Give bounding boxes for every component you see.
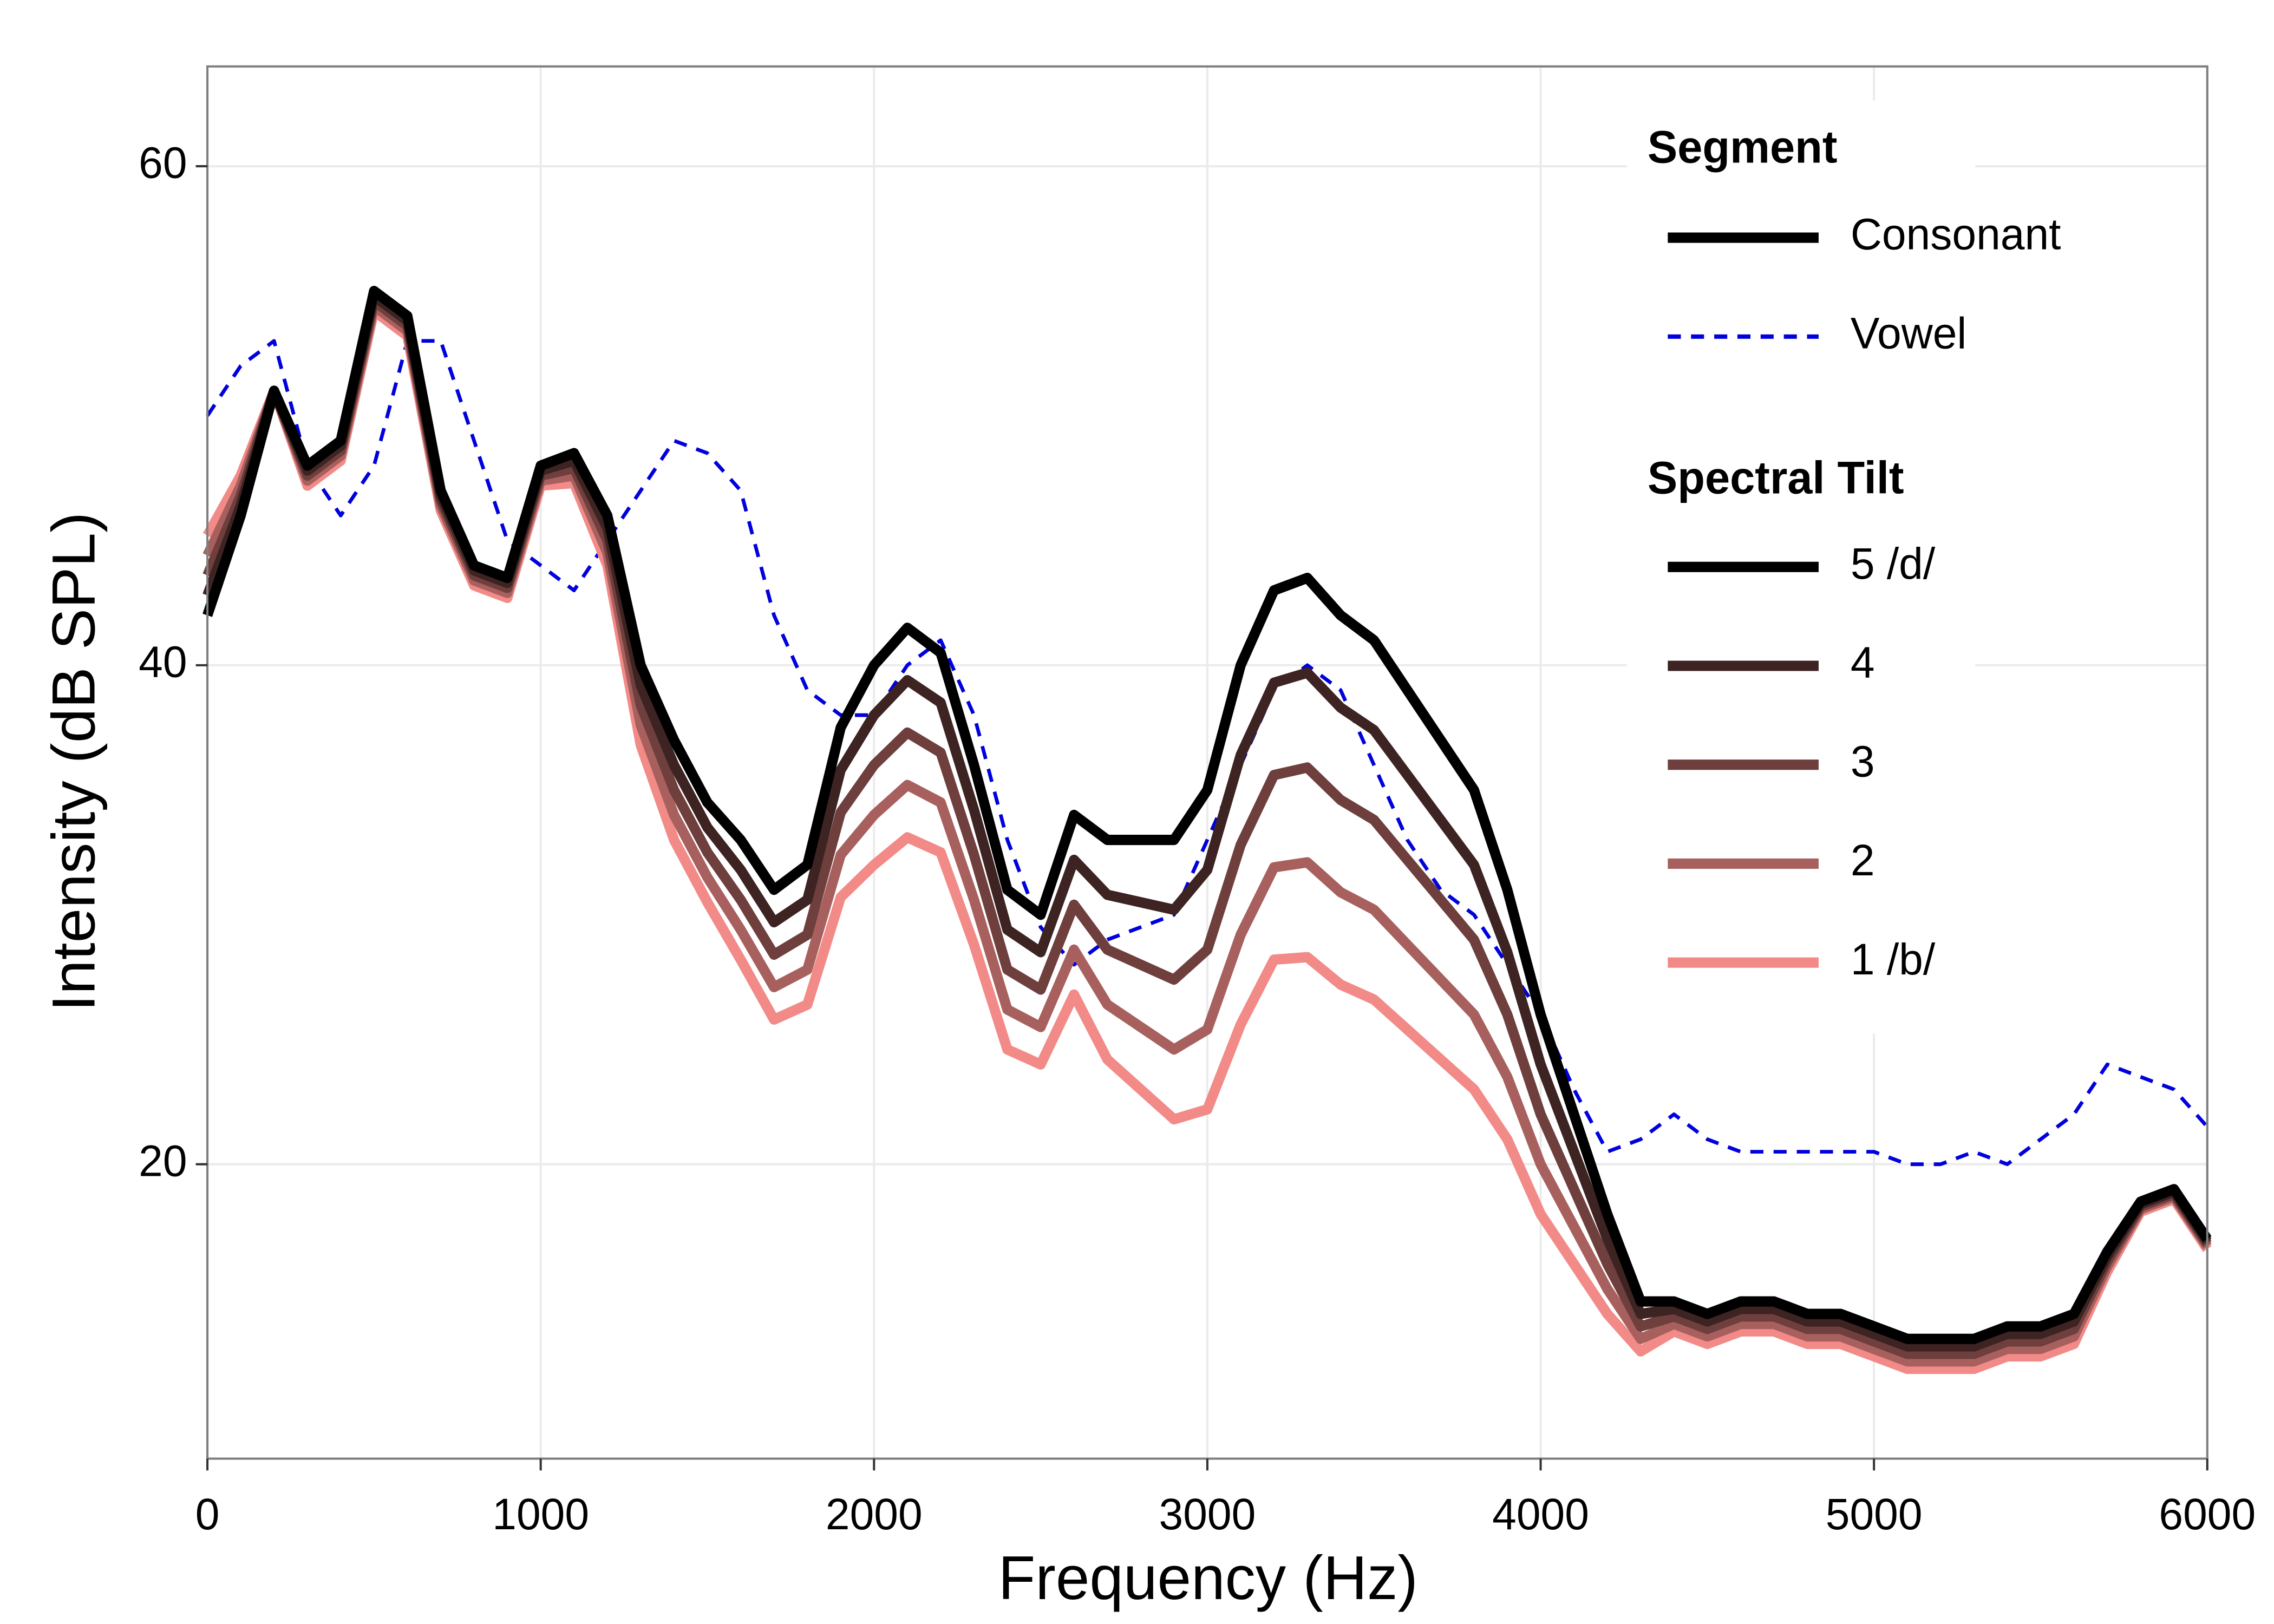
legend-label: 3: [1851, 737, 1875, 787]
legend-label: Vowel: [1851, 309, 1966, 358]
x-tick-label: 5000: [1826, 1490, 1923, 1540]
x-tick-label: 2000: [826, 1490, 923, 1540]
legend-label: 2: [1851, 836, 1875, 885]
legend-title: Segment: [1648, 121, 1838, 173]
x-tick-label: 6000: [2159, 1490, 2256, 1540]
legend-label: Consonant: [1851, 210, 2061, 259]
y-tick-label: 60: [139, 139, 187, 188]
plot-area: [202, 286, 2212, 1374]
series-line: [206, 339, 2209, 1167]
y-axis-title: Intensity (dB SPL): [40, 512, 108, 1012]
x-tick-label: 3000: [1159, 1490, 1256, 1540]
legend-label: 5 /d/: [1851, 539, 1936, 588]
axes: 0 1000 2000 3000 4000 5000 6000 20 40 60: [139, 139, 2256, 1539]
x-tick-label: 0: [195, 1490, 220, 1540]
x-tick-label: 1000: [492, 1490, 589, 1540]
series-line: [202, 286, 2212, 1344]
legend: Segment Consonant Vowel Spectral Tilt 5 /d/4…: [1627, 100, 2061, 1034]
x-tick-label: 4000: [1492, 1490, 1589, 1540]
legend-title: Spectral Tilt: [1648, 452, 1904, 503]
x-axis-title: Frequency (Hz): [998, 1543, 1418, 1613]
y-tick-label: 20: [139, 1137, 187, 1186]
legend-label: 1 /b/: [1851, 935, 1936, 984]
y-tick-label: 40: [139, 638, 187, 687]
legend-label: 4: [1851, 638, 1875, 687]
